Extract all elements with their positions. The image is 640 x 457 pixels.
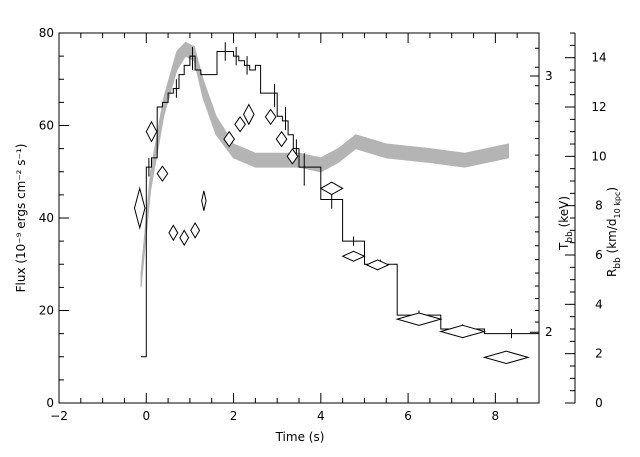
radius-axis-unit-open: (km/d: [605, 218, 619, 257]
radius-diamond: [365, 259, 390, 271]
data-layer: [133, 41, 539, 365]
temperature-tick-label: 3: [545, 69, 553, 83]
radius-axis-title: Rbb (km/d10 kpc): [605, 187, 623, 277]
radius-diamond: [234, 116, 246, 133]
radius-axis-symbol: R: [605, 269, 619, 277]
radius-diamond: [168, 224, 179, 242]
radius-diamond: [264, 108, 277, 126]
radius-tick-label: 0: [595, 396, 603, 410]
radius-axis-unit-subscript: 10 kpc: [613, 192, 622, 219]
radius-diamond: [133, 186, 146, 230]
radius-diamond: [286, 148, 299, 165]
radius-tick-label: 6: [595, 248, 603, 262]
temperature-tick-label: 2: [545, 325, 553, 339]
y-axis-title: Flux (10⁻⁹ ergs cm⁻² s⁻¹): [14, 144, 28, 293]
x-tick-label: 0: [142, 409, 150, 423]
radius-diamond: [201, 190, 207, 211]
radius-diamond: [438, 324, 487, 339]
radius-axis-subscript: bb: [613, 257, 623, 269]
flux-histogram: [141, 51, 539, 358]
x-tick-label: 4: [317, 409, 325, 423]
x-tick-label: −2: [50, 409, 68, 423]
temperature-axis-unit: (keV): [557, 196, 571, 231]
temperature-axis-subscript: bb: [565, 231, 575, 243]
radius-diamond: [243, 103, 255, 126]
y-tick-label: 0: [46, 396, 54, 410]
radius-tick-label: 14: [591, 51, 606, 65]
radius-tick-label: 10: [591, 149, 606, 163]
x-tick-label: 6: [404, 409, 412, 423]
labels-layer: Time (s) Flux (10⁻⁹ ergs cm⁻² s⁻¹) Tbb (…: [14, 144, 623, 444]
y-tick-label: 60: [39, 119, 54, 133]
radius-diamond: [319, 181, 344, 196]
radius-diamond: [482, 350, 530, 365]
radius-diamond: [341, 250, 366, 262]
radius-diamond: [145, 120, 158, 143]
temperature-axis-title: Tbb (keV): [557, 196, 575, 251]
x-tick-label: 2: [230, 409, 238, 423]
radius-diamond: [156, 165, 169, 182]
radius-tick-label: 8: [595, 199, 603, 213]
radius-diamond: [179, 229, 190, 247]
y-tick-label: 20: [39, 304, 54, 318]
radius-diamond: [395, 312, 443, 326]
radius-tick-label: 2: [595, 347, 603, 361]
temperature-band: [140, 41, 509, 288]
y-tick-label: 80: [39, 26, 54, 40]
radius-diamond: [223, 130, 236, 148]
x-tick-label: 8: [492, 409, 500, 423]
x-axis-title: Time (s): [275, 430, 325, 444]
radius-tick-label: 12: [591, 100, 606, 114]
radius-tick-label: 4: [595, 297, 603, 311]
y-tick-label: 40: [39, 211, 54, 225]
temperature-axis-symbol: T: [557, 242, 571, 251]
radius-diamond: [275, 130, 288, 148]
radius-diamond: [190, 221, 201, 239]
radius-axis-unit-close: ): [605, 187, 619, 192]
